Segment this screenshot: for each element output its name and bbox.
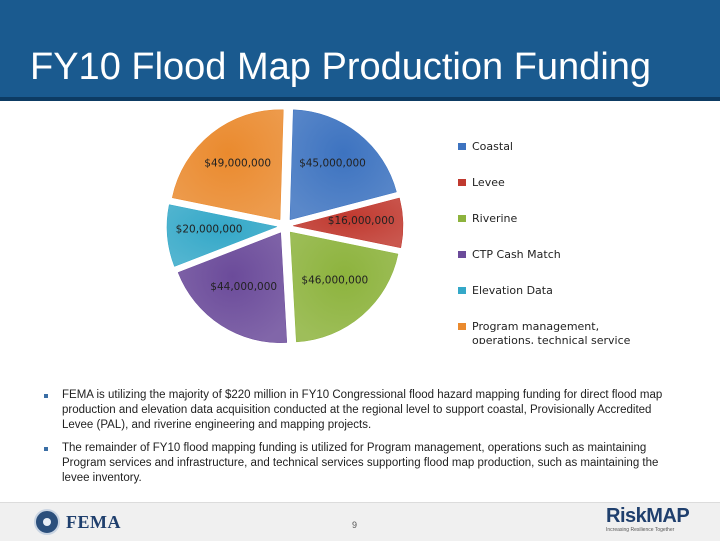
pie-slice-coastal <box>289 109 397 221</box>
pie-data-label: $46,000,000 <box>301 275 368 287</box>
bullet-marker <box>44 447 48 451</box>
slide-header <box>0 0 720 101</box>
riskmap-wordmark: RiskMAP <box>606 505 690 527</box>
pie-data-label: $16,000,000 <box>328 215 395 227</box>
legend-label: CTP Cash Match <box>472 248 561 261</box>
fema-wordmark: FEMA <box>66 511 121 532</box>
pie-chart-svg: $45,000,000 $16,000,000 $46,000,000 $44,000… <box>166 109 630 344</box>
legend-swatch <box>458 287 466 294</box>
legend-swatch <box>458 179 466 186</box>
riskmap-map: MAP <box>646 505 690 527</box>
legend-swatch <box>458 251 466 258</box>
bullet-item: FEMA is utilizing the majority of $220 m… <box>40 388 680 433</box>
legend-swatch <box>458 215 466 222</box>
bullet-item: The remainder of FY10 flood mapping fund… <box>40 441 680 486</box>
slide-footer <box>0 502 720 541</box>
legend-label: Levee <box>472 176 505 189</box>
riskmap-risk: Risk <box>606 505 647 527</box>
pie-slice-elevation-data <box>166 204 278 267</box>
fema-logo: FEMA <box>34 508 121 536</box>
riskmap-tagline: Increasing Resilience Together <box>606 527 675 533</box>
pie-slice-ctp-cash-match <box>177 232 288 343</box>
legend-label: Program management, operations, technical… <box>472 320 630 344</box>
pie-data-label: $20,000,000 <box>176 223 243 235</box>
legend-label: Riverine <box>472 212 518 225</box>
pie-data-label: $45,000,000 <box>299 157 366 169</box>
pie-slice-levee <box>292 197 404 249</box>
page-number: 9 <box>352 520 358 530</box>
slide-title: FY10 Flood Map Production Funding <box>30 46 652 88</box>
legend-swatch <box>458 323 466 330</box>
bullet-list: FEMA is utilizing the majority of $220 m… <box>40 388 680 494</box>
legend-swatch <box>458 143 466 150</box>
pie-slice-program-management-operations-technical-services <box>171 109 284 221</box>
bullet-text: FEMA is utilizing the majority of $220 m… <box>62 389 663 431</box>
legend-label: Coastal <box>472 140 513 153</box>
pie-data-label: $49,000,000 <box>204 157 271 169</box>
bullet-marker <box>44 394 48 398</box>
pie-data-label: $44,000,000 <box>210 281 277 293</box>
bullet-text: The remainder of FY10 flood mapping fund… <box>62 442 659 484</box>
pie-slice-riverine <box>289 231 399 343</box>
legend-label: Elevation Data <box>472 284 553 297</box>
riskmap-logo: RiskMAP Increasing Resilience Together <box>606 505 690 533</box>
dhs-seal-icon <box>34 509 60 535</box>
funding-pie-chart: $45,000,000 $16,000,000 $46,000,000 $44,000… <box>110 108 630 344</box>
